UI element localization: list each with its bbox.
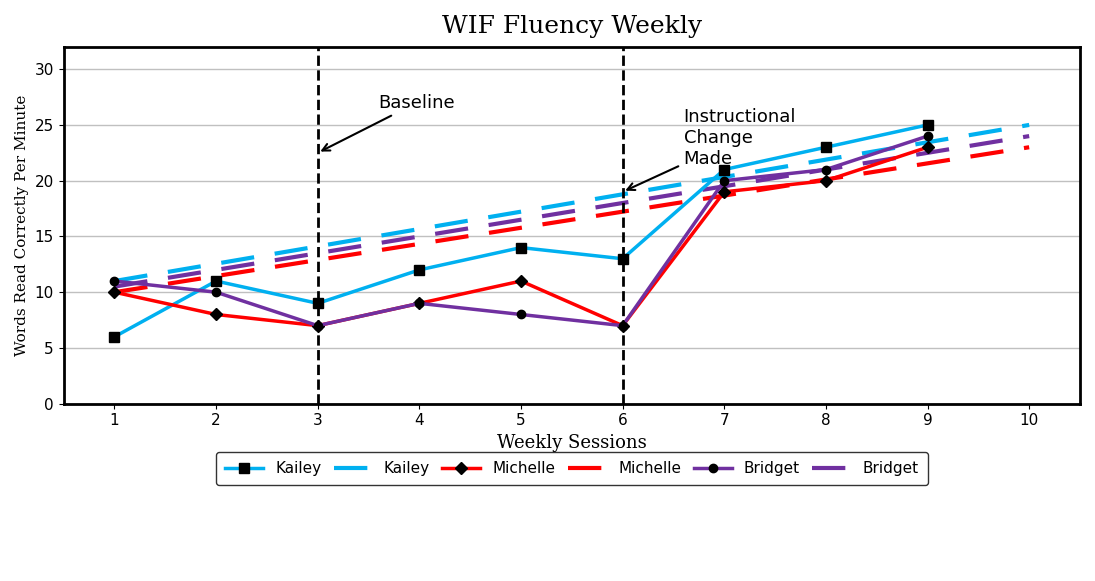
Text: Baseline: Baseline bbox=[322, 94, 456, 150]
Title: WIF Fluency Weekly: WIF Fluency Weekly bbox=[441, 15, 702, 38]
Legend: Kailey, Kailey, Michelle, Michelle, Bridget, Bridget: Kailey, Kailey, Michelle, Michelle, Brid… bbox=[216, 452, 929, 485]
Text: Instructional
Change
Made: Instructional Change Made bbox=[627, 108, 796, 190]
X-axis label: Weekly Sessions: Weekly Sessions bbox=[497, 434, 647, 452]
Y-axis label: Words Read Correctly Per Minute: Words Read Correctly Per Minute bbox=[15, 95, 28, 356]
